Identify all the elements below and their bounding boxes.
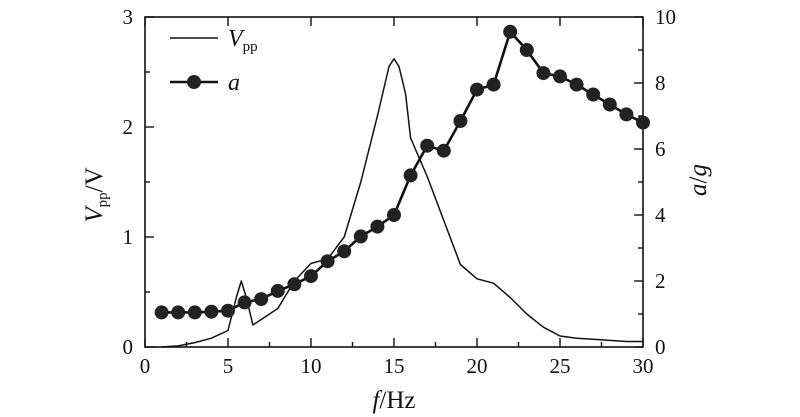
- x-axis-title: f/Hz: [372, 387, 415, 414]
- a-data-point: [370, 219, 385, 234]
- series-vpp-line: [161, 58, 643, 348]
- y-right-tick-label: 0: [655, 335, 666, 359]
- a-data-point: [254, 292, 269, 307]
- a-data-point: [536, 66, 551, 81]
- x-tick-label: 20: [467, 354, 488, 378]
- y-left-tick-label: 1: [123, 225, 134, 249]
- a-data-point: [619, 107, 634, 122]
- a-data-point: [470, 82, 484, 97]
- a-data-point: [237, 295, 252, 310]
- y-left-tick-label: 0: [123, 335, 134, 359]
- x-tick-label: 0: [140, 354, 151, 378]
- a-data-point: [569, 77, 584, 92]
- legend-a-marker: [187, 75, 201, 89]
- a-data-point: [320, 254, 335, 269]
- a-data-point: [519, 43, 534, 57]
- a-data-point: [586, 87, 601, 102]
- x-tick-label: 15: [384, 354, 405, 378]
- y-left-tick-label: 3: [123, 5, 134, 29]
- y-right-axis-title: a/g: [685, 164, 712, 196]
- legend: Vpp a: [170, 26, 258, 96]
- a-data-point: [403, 168, 418, 183]
- x-tick-label: 30: [633, 354, 654, 378]
- y-right-axis-ticks: 0 2 4 6 8 10: [634, 5, 676, 359]
- y-left-tick-label: 2: [123, 115, 134, 139]
- a-data-point: [636, 115, 650, 130]
- y-left-axis-title: Vpp/V: [81, 167, 111, 222]
- x-tick-label: 10: [301, 354, 322, 378]
- a-data-point: [503, 24, 518, 39]
- y-right-tick-label: 4: [655, 203, 666, 227]
- a-data-point: [353, 229, 368, 244]
- y-right-tick-label: 6: [655, 137, 666, 161]
- plot-frame: [144, 16, 644, 348]
- a-data-point: [304, 269, 318, 284]
- a-data-point: [486, 77, 501, 92]
- a-data-point: [602, 97, 617, 112]
- a-data-point: [187, 305, 202, 320]
- a-data-point: [453, 114, 468, 128]
- legend-a-label: a: [228, 70, 240, 96]
- y-right-tick-label: 10: [655, 5, 676, 29]
- series-a-points: [154, 24, 650, 320]
- a-data-point: [270, 283, 285, 298]
- y-left-axis-ticks: 0 1 2 3: [123, 5, 154, 359]
- a-data-point: [287, 277, 302, 292]
- a-data-point: [387, 208, 401, 222]
- x-axis-ticks: 0 5 10 15 20 25 30: [140, 17, 654, 378]
- legend-vpp-label: Vpp: [228, 26, 258, 55]
- y-right-tick-label: 2: [655, 269, 666, 293]
- a-data-point: [420, 138, 435, 153]
- a-data-point: [221, 303, 235, 318]
- a-data-point: [436, 143, 451, 158]
- a-data-point: [171, 305, 186, 320]
- x-tick-label: 25: [550, 354, 571, 378]
- a-data-point: [204, 304, 219, 319]
- y-right-tick-label: 8: [655, 71, 666, 95]
- a-data-point: [553, 69, 567, 84]
- a-data-point: [337, 244, 352, 259]
- x-tick-label: 5: [223, 354, 234, 378]
- a-data-point: [154, 305, 169, 320]
